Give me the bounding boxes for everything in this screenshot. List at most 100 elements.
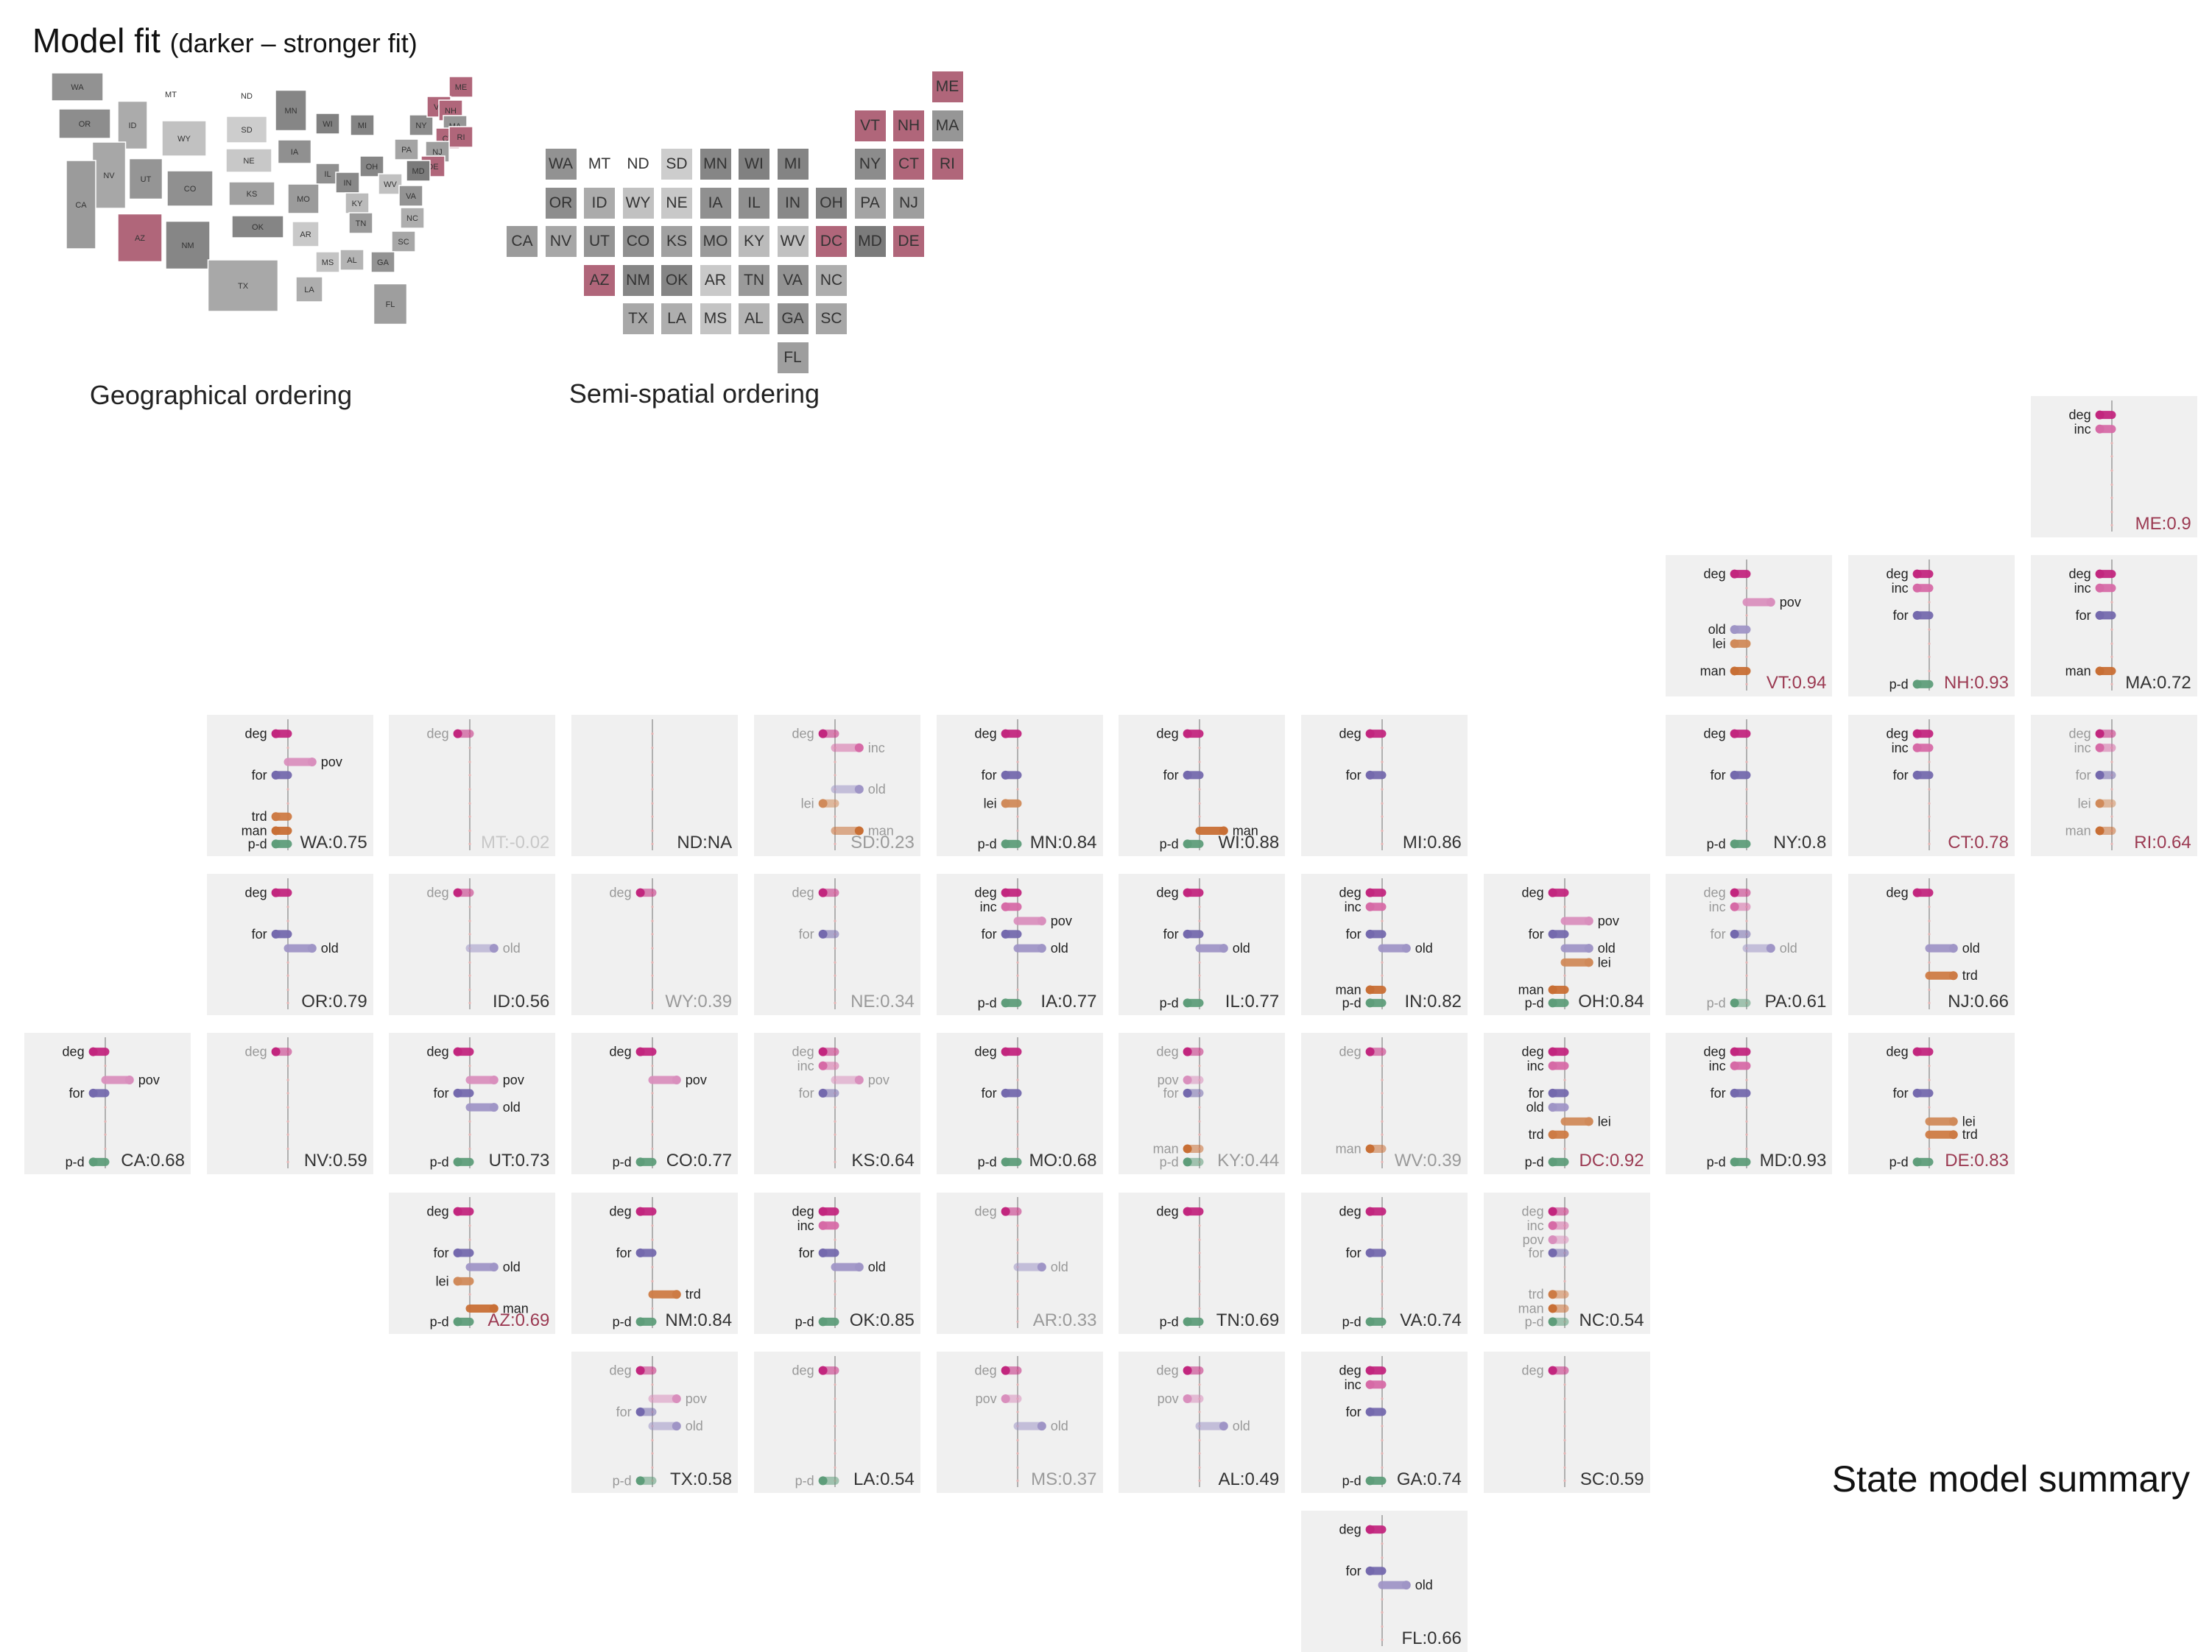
var-label-for: for xyxy=(1711,1086,1726,1101)
bar-end-deg xyxy=(635,1366,645,1375)
axis-tick-trd xyxy=(1015,1293,1019,1296)
state-fit-value: 0.34 xyxy=(880,991,915,1012)
geo-state-ga: GA xyxy=(370,251,395,273)
bar-end-old xyxy=(490,1262,499,1271)
panel-ms: deg pov old MS:0.37 xyxy=(936,1351,1103,1493)
axis-tick-pov xyxy=(651,1238,654,1241)
bar-end-old xyxy=(490,1103,499,1112)
var-label-pov: pov xyxy=(1050,914,1071,928)
var-label-for: for xyxy=(1528,1245,1543,1260)
var-label-for: for xyxy=(981,927,996,942)
bar-end-inc xyxy=(1912,584,1922,593)
geo-state-nd: ND xyxy=(225,82,268,110)
axis-tick-trd xyxy=(651,815,654,818)
bar-end-man xyxy=(1365,1144,1375,1154)
panel-plot-nv: deg xyxy=(244,1037,292,1169)
geo-label-nd: ND xyxy=(241,92,253,101)
var-label-p-d: p-d xyxy=(1707,1155,1726,1170)
var-label-deg: deg xyxy=(1887,567,1909,582)
axis-tick-old xyxy=(1563,1425,1566,1427)
bar-end-p-d xyxy=(1001,839,1010,848)
axis-tick-inc xyxy=(286,906,289,908)
axis-tick-old xyxy=(1381,788,1384,791)
geo-label-wa: WA xyxy=(71,83,84,92)
var-label-for: for xyxy=(434,1245,449,1260)
geo-label-md: MD xyxy=(412,167,424,176)
axis-tick-trd xyxy=(834,1452,836,1455)
geo-label-la: LA xyxy=(304,286,314,294)
var-label-old: old xyxy=(503,1260,521,1274)
panel-vt: deg pov old lei man VT:0.94 xyxy=(1666,555,1833,697)
axis-tick-lei xyxy=(1015,1439,1019,1441)
separator: : xyxy=(504,832,510,853)
axis-tick-p-d xyxy=(1381,1638,1384,1642)
panel-tn: deg p-d TN:0.69 xyxy=(1119,1192,1286,1334)
var-label-for: for xyxy=(616,1405,632,1419)
separator: : xyxy=(1057,991,1063,1012)
var-label-p-d: p-d xyxy=(613,1314,632,1329)
panel-plot-id: deg old xyxy=(427,878,521,1009)
semi-cell-in: IN xyxy=(777,187,809,219)
semi-cell-az: AZ xyxy=(584,264,615,296)
separator: : xyxy=(692,991,698,1012)
panel-wa: deg pov for trd man p-d WA:0.75 xyxy=(206,714,373,856)
state-fit-value: 0.88 xyxy=(1244,832,1280,853)
state-fit-label: FL:0.66 xyxy=(1401,1628,1461,1649)
axis-tick-pov xyxy=(468,760,471,763)
axis-tick-old xyxy=(1198,1106,1201,1109)
axis-tick-trd xyxy=(1198,1293,1201,1296)
axis-tick-lei xyxy=(1928,643,1931,646)
var-label-inc: inc xyxy=(1892,740,1909,755)
axis-tick-trd xyxy=(1745,815,1748,818)
geo-state-wv: WV xyxy=(378,173,403,195)
state-fit-label: KY:0.44 xyxy=(1217,1151,1279,1171)
bar-end-deg xyxy=(453,729,462,738)
panel-plot-ca: deg pov for p-d xyxy=(63,1037,160,1170)
var-label-man: man xyxy=(1335,982,1361,997)
axis-tick-old xyxy=(1015,1106,1019,1109)
geo-state-co: CO xyxy=(166,170,214,207)
bar-end-deg xyxy=(1730,888,1739,897)
axis-tick-trd xyxy=(1015,815,1019,818)
bar-end-pov xyxy=(1767,598,1776,607)
geo-state-va: VA xyxy=(398,185,423,207)
bar-end-man xyxy=(1365,985,1375,995)
var-label-lei: lei xyxy=(1962,1115,1976,1129)
axis-tick-pov xyxy=(1381,1079,1384,1081)
var-label-for: for xyxy=(251,768,267,783)
var-label-p-d: p-d xyxy=(1342,995,1361,1010)
var-label-pov: pov xyxy=(868,1073,890,1087)
geo-state-nc: NC xyxy=(400,207,425,229)
state-fit-label: MA:0.72 xyxy=(2125,673,2191,693)
var-label-deg: deg xyxy=(244,1045,267,1059)
axis-tick-lei xyxy=(651,961,654,964)
bar-end-p-d xyxy=(1001,998,1010,1008)
axis-tick-pov xyxy=(834,760,836,763)
state-fit-value: 0.69 xyxy=(1244,1310,1280,1330)
bar-end-p-d xyxy=(635,1316,645,1326)
axis-tick-inc xyxy=(1745,587,1748,590)
state-fit-value: 0.74 xyxy=(1427,1469,1462,1489)
axis-tick-inc xyxy=(1015,1065,1019,1067)
var-label-for: for xyxy=(981,1086,996,1101)
axis-tick-inc xyxy=(1745,746,1748,749)
geo-label-pa: PA xyxy=(401,146,412,155)
state-abbr: VA xyxy=(1400,1310,1423,1330)
var-label-deg: deg xyxy=(1339,726,1361,741)
var-label-man: man xyxy=(503,1301,529,1316)
bar-end-for xyxy=(1001,770,1010,780)
state-fit-value: 0.77 xyxy=(697,1151,733,1171)
semi-cell-sc: SC xyxy=(816,303,847,334)
geo-label-nc: NC xyxy=(406,214,418,223)
bar-end-trd xyxy=(1948,1130,1958,1140)
axis-tick-p-d xyxy=(651,1001,654,1004)
axis-tick-inc xyxy=(1198,746,1201,749)
axis-tick-inc xyxy=(651,1383,654,1386)
separator: : xyxy=(692,1469,698,1489)
geo-state-ms: MS xyxy=(315,251,340,273)
bar-end-for xyxy=(1912,1089,1922,1098)
bar-end-pov xyxy=(1001,1394,1010,1403)
geo-state-fl: FL xyxy=(373,283,408,325)
